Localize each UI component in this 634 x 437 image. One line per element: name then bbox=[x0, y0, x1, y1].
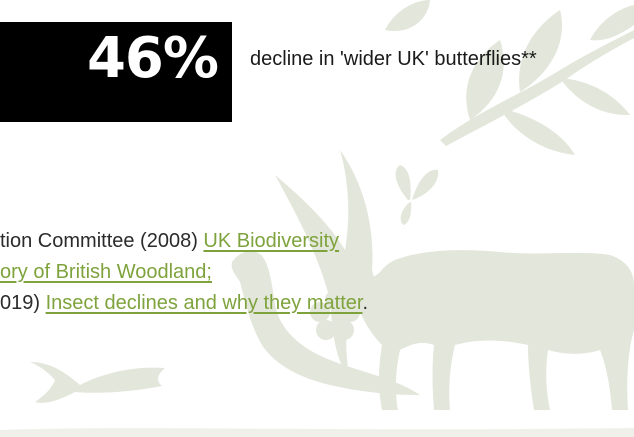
fish-icon bbox=[30, 362, 165, 403]
flower-icon bbox=[310, 290, 360, 340]
cow-icon bbox=[347, 250, 634, 410]
uk-biodiversity-link[interactable]: UK Biodiversity bbox=[203, 230, 340, 252]
otter-icon bbox=[231, 251, 420, 395]
insect-declines-link[interactable]: Insect declines and why they matter bbox=[45, 292, 363, 314]
references: tion Committee (2008) UK Biodiversity or… bbox=[0, 226, 634, 319]
reference-line-1: tion Committee (2008) UK Biodiversity bbox=[0, 226, 634, 257]
reference-text: 019) bbox=[0, 292, 46, 314]
reference-line-2: ory of British Woodland; bbox=[0, 257, 634, 288]
reference-period: . bbox=[362, 292, 368, 314]
stat-description: decline in 'wider UK' butterflies** bbox=[250, 48, 537, 70]
butterfly-icon bbox=[395, 165, 439, 225]
reference-text: tion Committee (2008) bbox=[0, 230, 204, 252]
branch-leaves-icon bbox=[385, 0, 634, 155]
british-woodland-link[interactable]: ory of British Woodland; bbox=[0, 261, 212, 283]
stat-block: 46% bbox=[0, 22, 232, 122]
swallow-bird-icon bbox=[275, 150, 395, 380]
reference-line-3: 019) Insect declines and why they matter… bbox=[0, 288, 634, 319]
stat-value: 46% bbox=[86, 26, 219, 91]
